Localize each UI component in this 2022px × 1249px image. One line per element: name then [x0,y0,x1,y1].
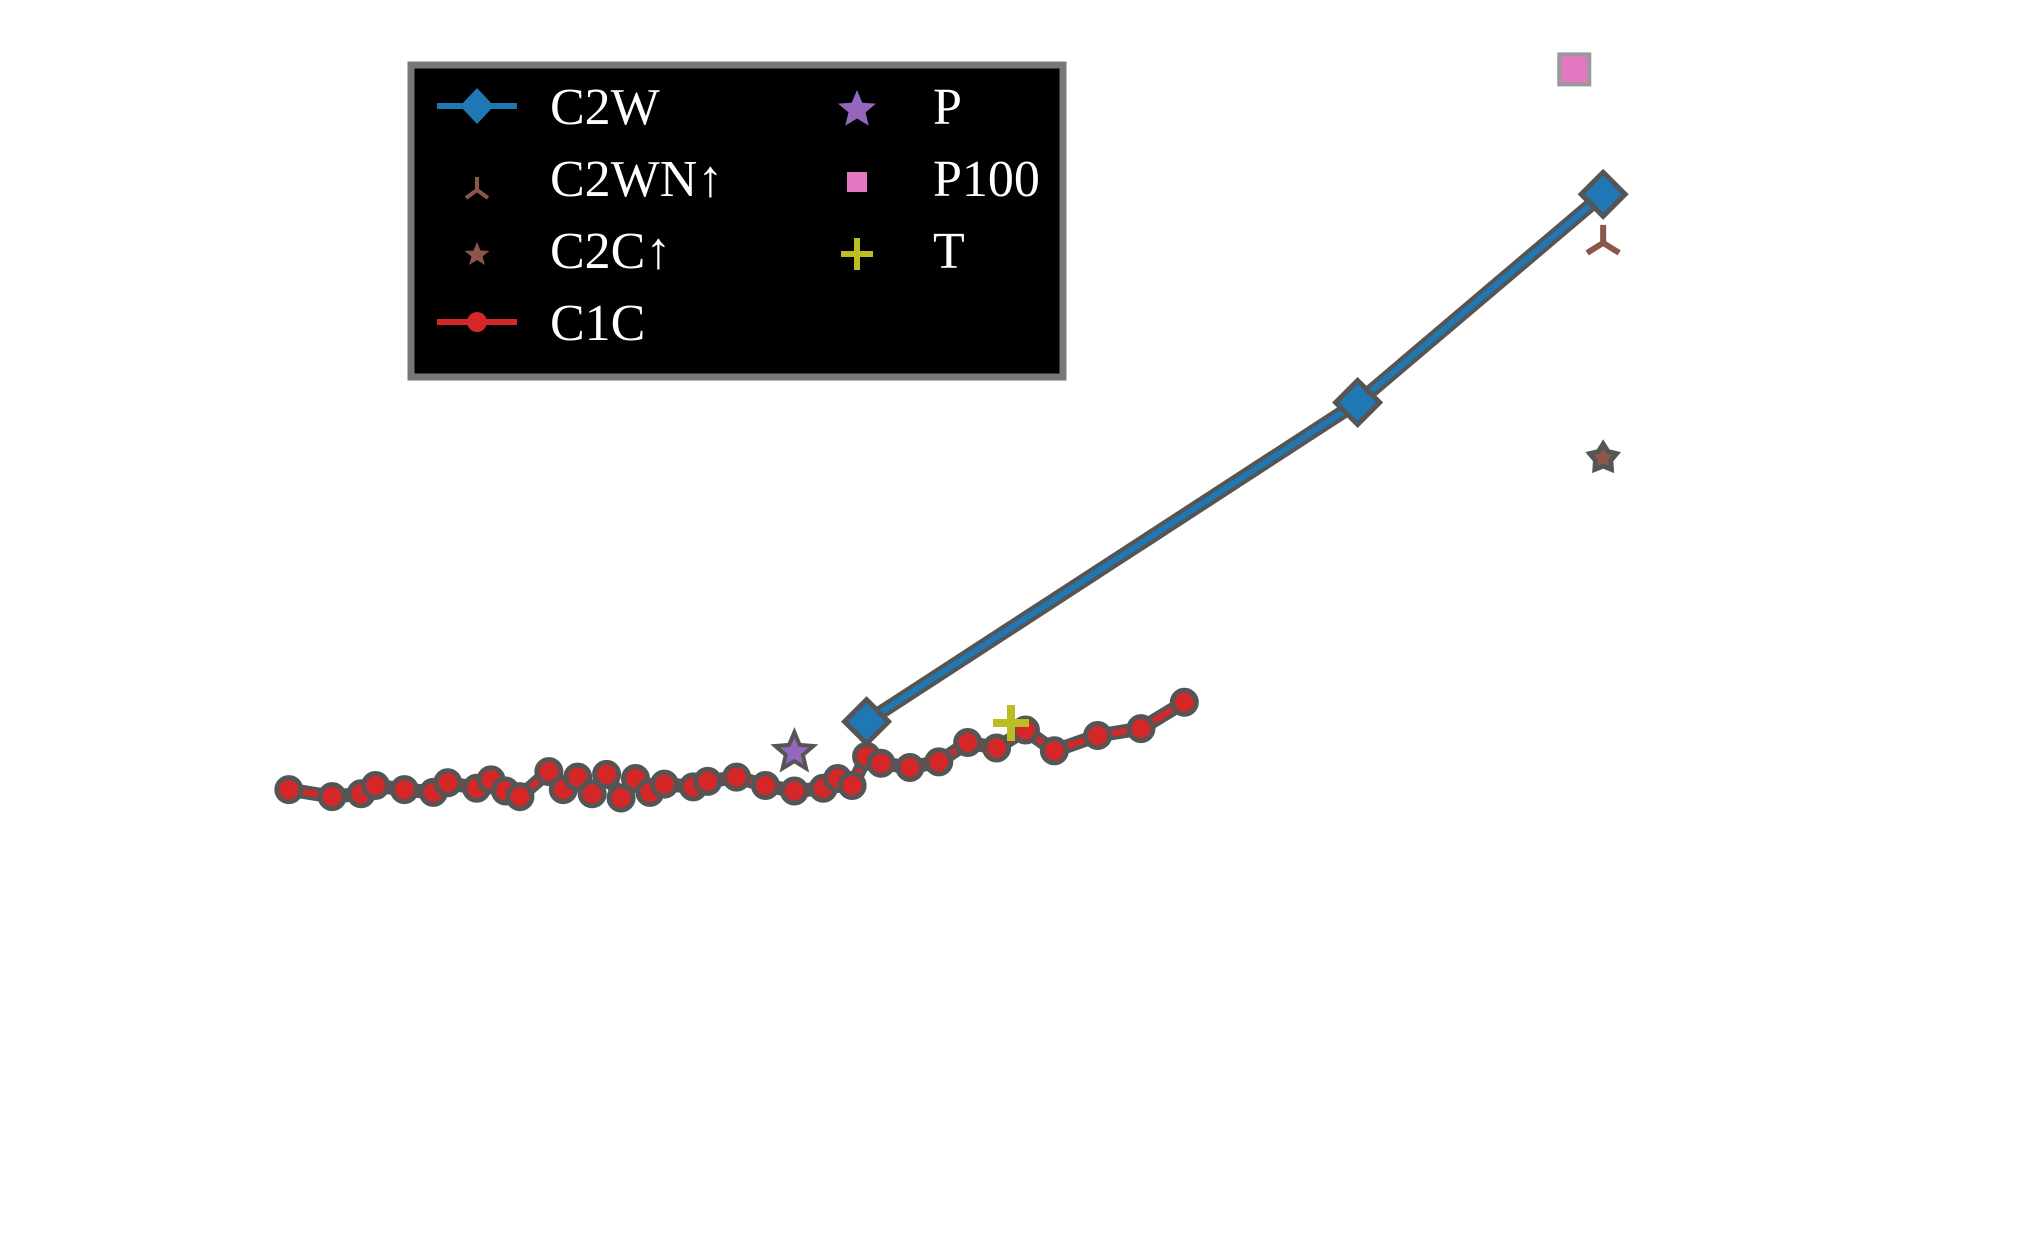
series-c2c [1585,439,1621,474]
star-icon [838,90,876,126]
plot-area [274,52,1629,813]
data-point-c1c-32 [953,727,983,757]
legend-label-c1c: C1C [550,295,645,352]
legend-frame [407,61,1067,381]
diamond-icon [460,88,494,124]
data-point-t-0 [993,705,1029,742]
data-point-c1c-19 [649,769,679,799]
series-p100 [1557,52,1592,87]
legend-label-c2c: C2C↑ [550,223,671,280]
data-point-c1c-35 [1039,736,1069,766]
legend-label-p100: P100 [933,151,1040,208]
legend: C2W C2WN↑ C2C↑ C1C P P100 T [407,61,1067,381]
star-icon [464,242,490,265]
data-point-c1c-30 [895,752,925,782]
legend-label-c2w: C2W [550,79,660,136]
legend-entry-p100: P100 [847,151,1040,208]
data-point-c1c-16 [606,783,636,813]
data-point-c1c-31 [924,747,954,777]
legend-entry-c2w: C2W [437,79,660,136]
legend-label-p: P [933,79,962,136]
series-c2w [841,168,1629,748]
data-point-c1c-4 [389,775,419,805]
series-t [993,705,1029,742]
data-point-c1c-10 [505,782,535,812]
legend-entry-c2wn: C2WN↑ [464,151,723,208]
legend-entry-c2c: C2C↑ [464,223,671,280]
series-c2wn [1585,224,1621,256]
data-point-c1c-24 [779,776,809,806]
data-point-c1c-36 [1083,721,1113,751]
data-point-c2wn-0 [1585,224,1621,256]
circle-icon [467,312,487,332]
data-point-c2w-1 [1332,376,1384,428]
data-point-c2c-0 [1585,439,1621,474]
data-point-c1c-37 [1126,714,1156,744]
data-point-c1c-38 [1169,687,1199,717]
data-point-c1c-14 [577,779,607,809]
data-point-c1c-15 [592,759,622,789]
data-point-c1c-0 [274,775,304,805]
data-point-c1c-1 [317,782,347,812]
data-point-c1c-33 [982,733,1012,763]
data-point-c1c-22 [722,762,752,792]
data-point-p-0 [770,726,819,773]
data-point-c1c-27 [837,770,867,800]
tri-down-icon [464,177,490,200]
data-point-p100-0 [1557,52,1592,87]
legend-entry-c1c: C1C [437,295,645,352]
data-point-c2w-2 [1577,168,1629,220]
data-point-c1c-11 [534,757,564,787]
legend-entry-p: P [838,79,962,136]
legend-label-c2wn: C2WN↑ [550,151,723,208]
data-point-c1c-23 [750,770,780,800]
series-p [770,726,819,773]
plus-icon [841,238,873,270]
square-icon [847,172,867,192]
data-point-c1c-3 [361,770,391,800]
series-c1c [274,687,1199,813]
data-point-c1c-6 [433,768,463,798]
data-point-c1c-21 [693,766,723,796]
legend-label-t: T [933,223,965,280]
legend-entry-t: T [841,223,965,280]
data-point-c1c-29 [866,748,896,778]
